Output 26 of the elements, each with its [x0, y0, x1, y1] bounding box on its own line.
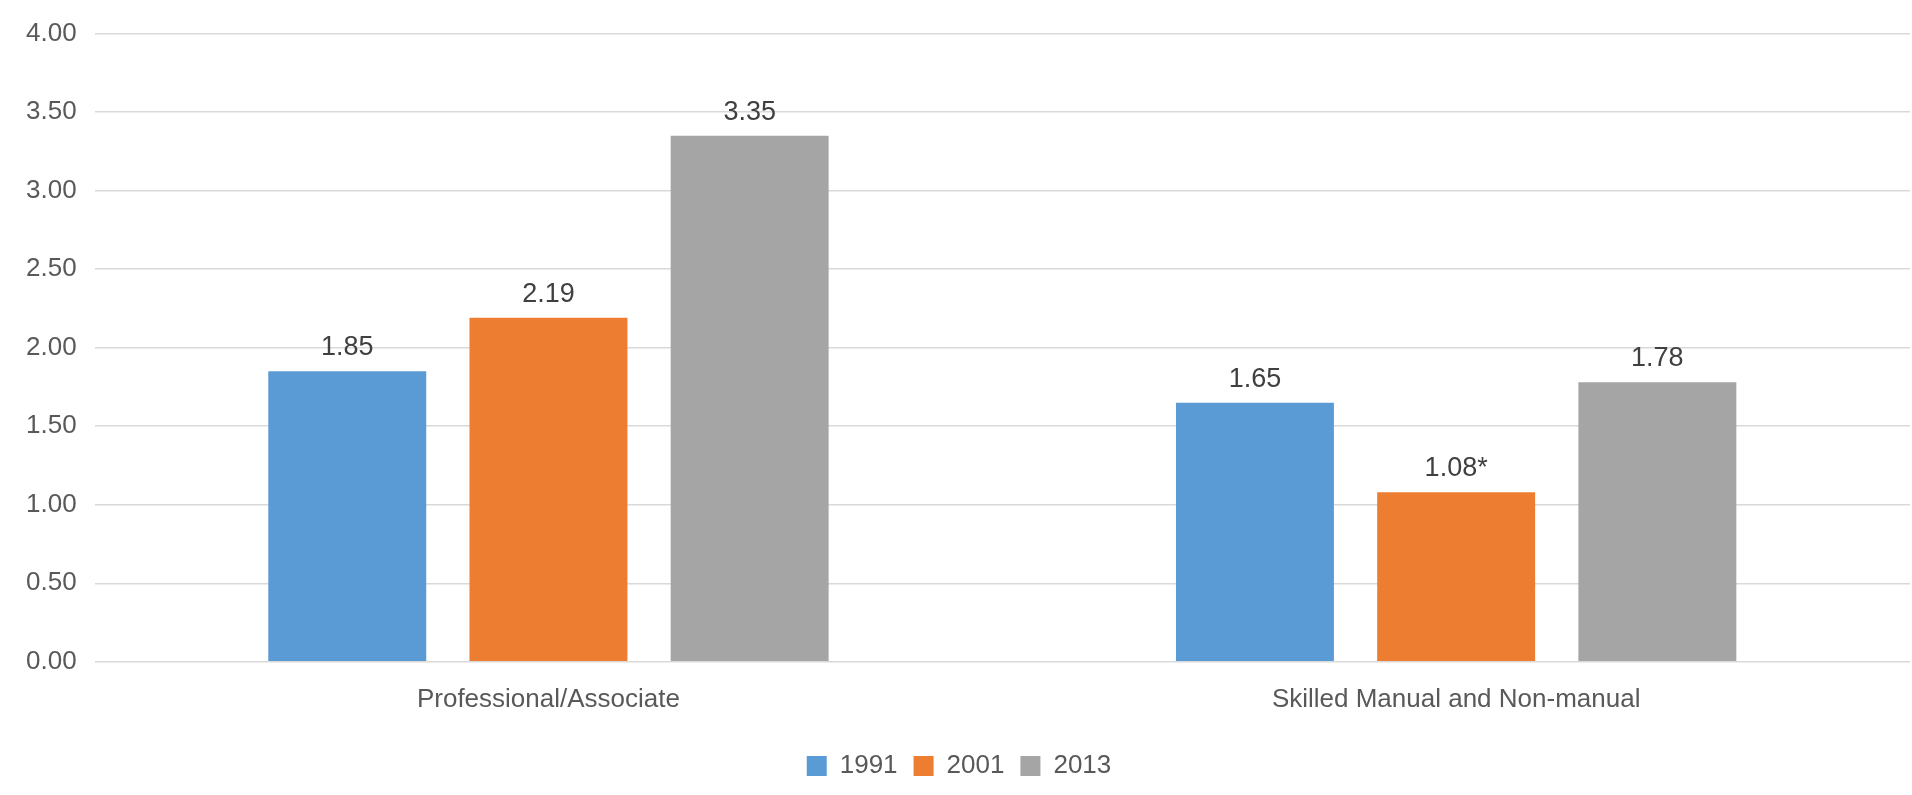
y-tick-label: 0.50	[25, 566, 77, 597]
legend-label: 2001	[946, 749, 1005, 780]
x-tick-label: Skilled Manual and Non-manual	[1271, 682, 1641, 713]
y-tick-label: 2.50	[25, 252, 77, 283]
y-tick-label: 1.00	[25, 487, 77, 518]
legend-label: 2013	[1053, 749, 1112, 780]
x-tick-label: Professional/Associate	[416, 682, 680, 713]
bar	[268, 371, 427, 662]
legend-label: 1991	[839, 749, 898, 780]
y-tick-label: 3.50	[25, 95, 77, 126]
bar	[1175, 402, 1334, 662]
y-tick-label: 3.00	[25, 173, 77, 204]
data-label: 1.65	[1228, 362, 1282, 393]
y-tick-label: 2.00	[25, 330, 77, 361]
bar	[670, 135, 829, 662]
data-label: 1.08*	[1424, 452, 1489, 483]
bar	[1578, 382, 1737, 662]
data-label: 1.78	[1631, 342, 1684, 373]
y-tick-label: 1.50	[25, 409, 77, 440]
bar	[469, 317, 628, 662]
y-tick-label: 0.00	[25, 644, 77, 675]
data-label: 1.85	[320, 331, 374, 362]
y-tick-label: 4.00	[25, 16, 77, 47]
data-label: 3.35	[723, 95, 776, 126]
data-label: 2.19	[522, 277, 575, 308]
bar	[1377, 492, 1536, 662]
